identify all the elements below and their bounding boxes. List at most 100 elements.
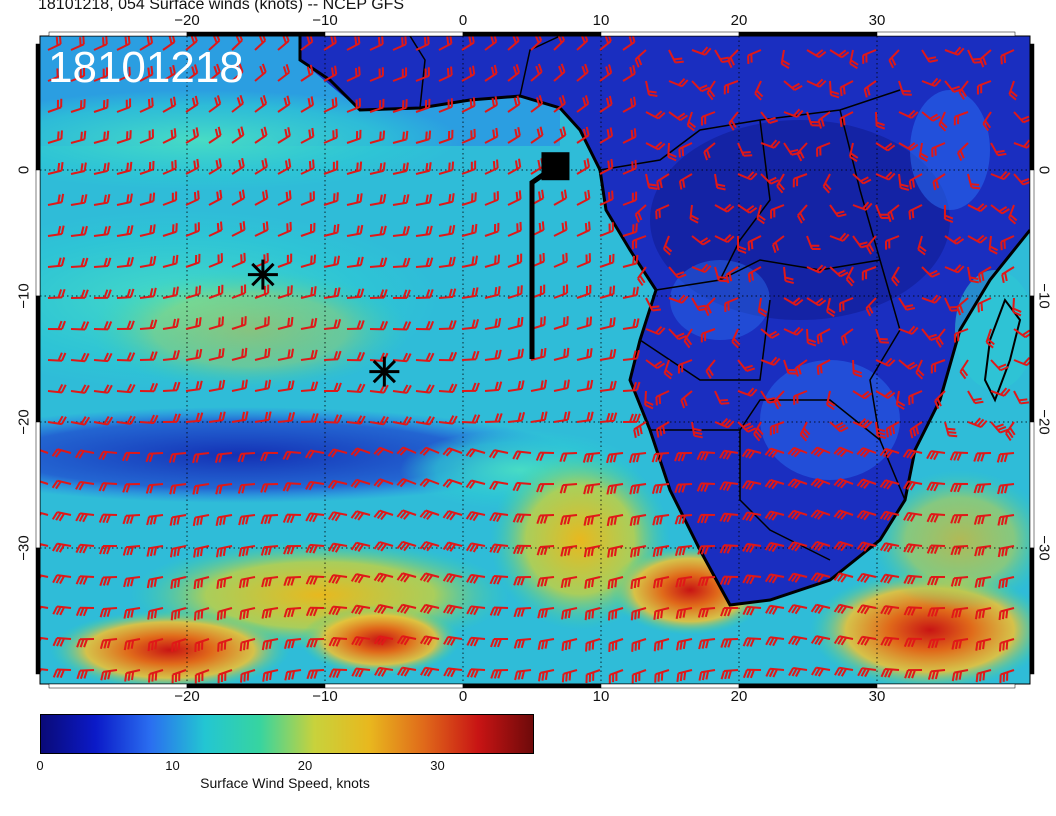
wind-barb [323,65,338,82]
wind-barb [974,576,992,588]
wind-barb [974,545,992,557]
wind-barb [461,160,477,175]
wind-barb [697,513,716,524]
wind-barb [208,253,223,268]
wind-barb [93,289,112,299]
wind-barb [231,411,249,423]
wind-barb [100,669,118,681]
wind-barb [392,194,410,206]
wind-barb [484,96,499,113]
wind-barb [903,574,923,585]
wind-barb [973,514,992,525]
wind-barb [346,351,366,362]
wind-barb [806,78,827,88]
wind-barb [415,193,433,206]
wind-barb [392,384,412,394]
wind-barb [553,189,568,206]
wind-barb [599,317,616,330]
colorbar-tick: 20 [297,758,313,773]
wind-barb [171,669,187,684]
wind-barb [373,541,394,552]
wind-barb [583,514,601,526]
station-markers [247,152,570,387]
wind-barb [1013,390,1030,405]
wind-barb [865,297,877,317]
top-axis-bar [462,31,602,37]
wind-barb [737,359,756,372]
wind-barb [787,635,808,646]
wind-barb [323,287,341,299]
wind-barb [419,446,440,456]
wind-barb [1001,266,1015,283]
wind-barb [927,575,946,586]
wind-barb [826,297,836,318]
wind-barb [829,204,847,218]
wind-barb [122,483,141,493]
top-axis-bar [186,31,326,37]
wind-barb [208,126,222,144]
wind-barb [553,221,568,237]
wind-barb [949,451,969,461]
wind-barb [116,415,136,425]
wind-barb [231,126,245,144]
wind-barb [185,190,200,206]
wind-barb [489,512,509,523]
wind-barb [829,80,840,99]
wind-barb [139,382,159,393]
top-axis-bar [324,31,464,37]
wind-barb [208,189,223,206]
wind-barb [630,576,647,589]
wind-barb [582,452,601,463]
wind-barb [162,318,180,330]
wind-barb [742,542,762,553]
wind-barb [930,359,946,374]
wind-barb [351,604,371,615]
ship-marker [541,152,570,181]
wind-barb [833,603,854,615]
wind-barb [852,201,873,211]
wind-barb [810,477,831,489]
bottom-axis-bar [738,683,878,689]
wind-barb [652,514,670,526]
wind-barb [931,142,946,158]
wind-barb [902,448,923,460]
wind-barb [277,253,293,268]
wind-barb [576,189,591,206]
wind-barb [674,545,693,557]
wind-barb [185,285,202,299]
wind-barb [898,80,912,96]
wind-barb [392,321,412,331]
wind-barb [116,225,134,237]
wind-barb [799,421,811,442]
wind-barb [231,316,247,330]
wind-barb [1013,111,1030,124]
wind-barb [415,257,434,268]
wind-barb [974,607,992,620]
wind-barb [675,576,693,588]
wind-barb [306,638,325,648]
wind-barb [300,127,315,144]
wind-barb [765,636,785,647]
wind-barb [535,451,555,461]
wind-barb [973,483,992,494]
wind-barb [645,80,658,97]
wind-barb [714,234,735,244]
wind-barb [300,64,314,82]
wind-barb [977,297,992,313]
wind-barb [875,390,896,399]
wind-barb [816,142,831,157]
wind-barb [98,450,118,461]
wind-barb [116,383,136,394]
wind-barb [908,390,923,406]
wind-barb [185,95,199,113]
wind-barb [254,347,271,361]
wind-barb [484,222,500,237]
wind-barb [599,412,618,423]
wind-barb [116,256,134,268]
wind-barb [839,111,854,127]
wind-barb [373,446,394,456]
wind-barb [145,452,164,463]
wind-barb [484,317,502,330]
wind-barb [208,284,224,299]
